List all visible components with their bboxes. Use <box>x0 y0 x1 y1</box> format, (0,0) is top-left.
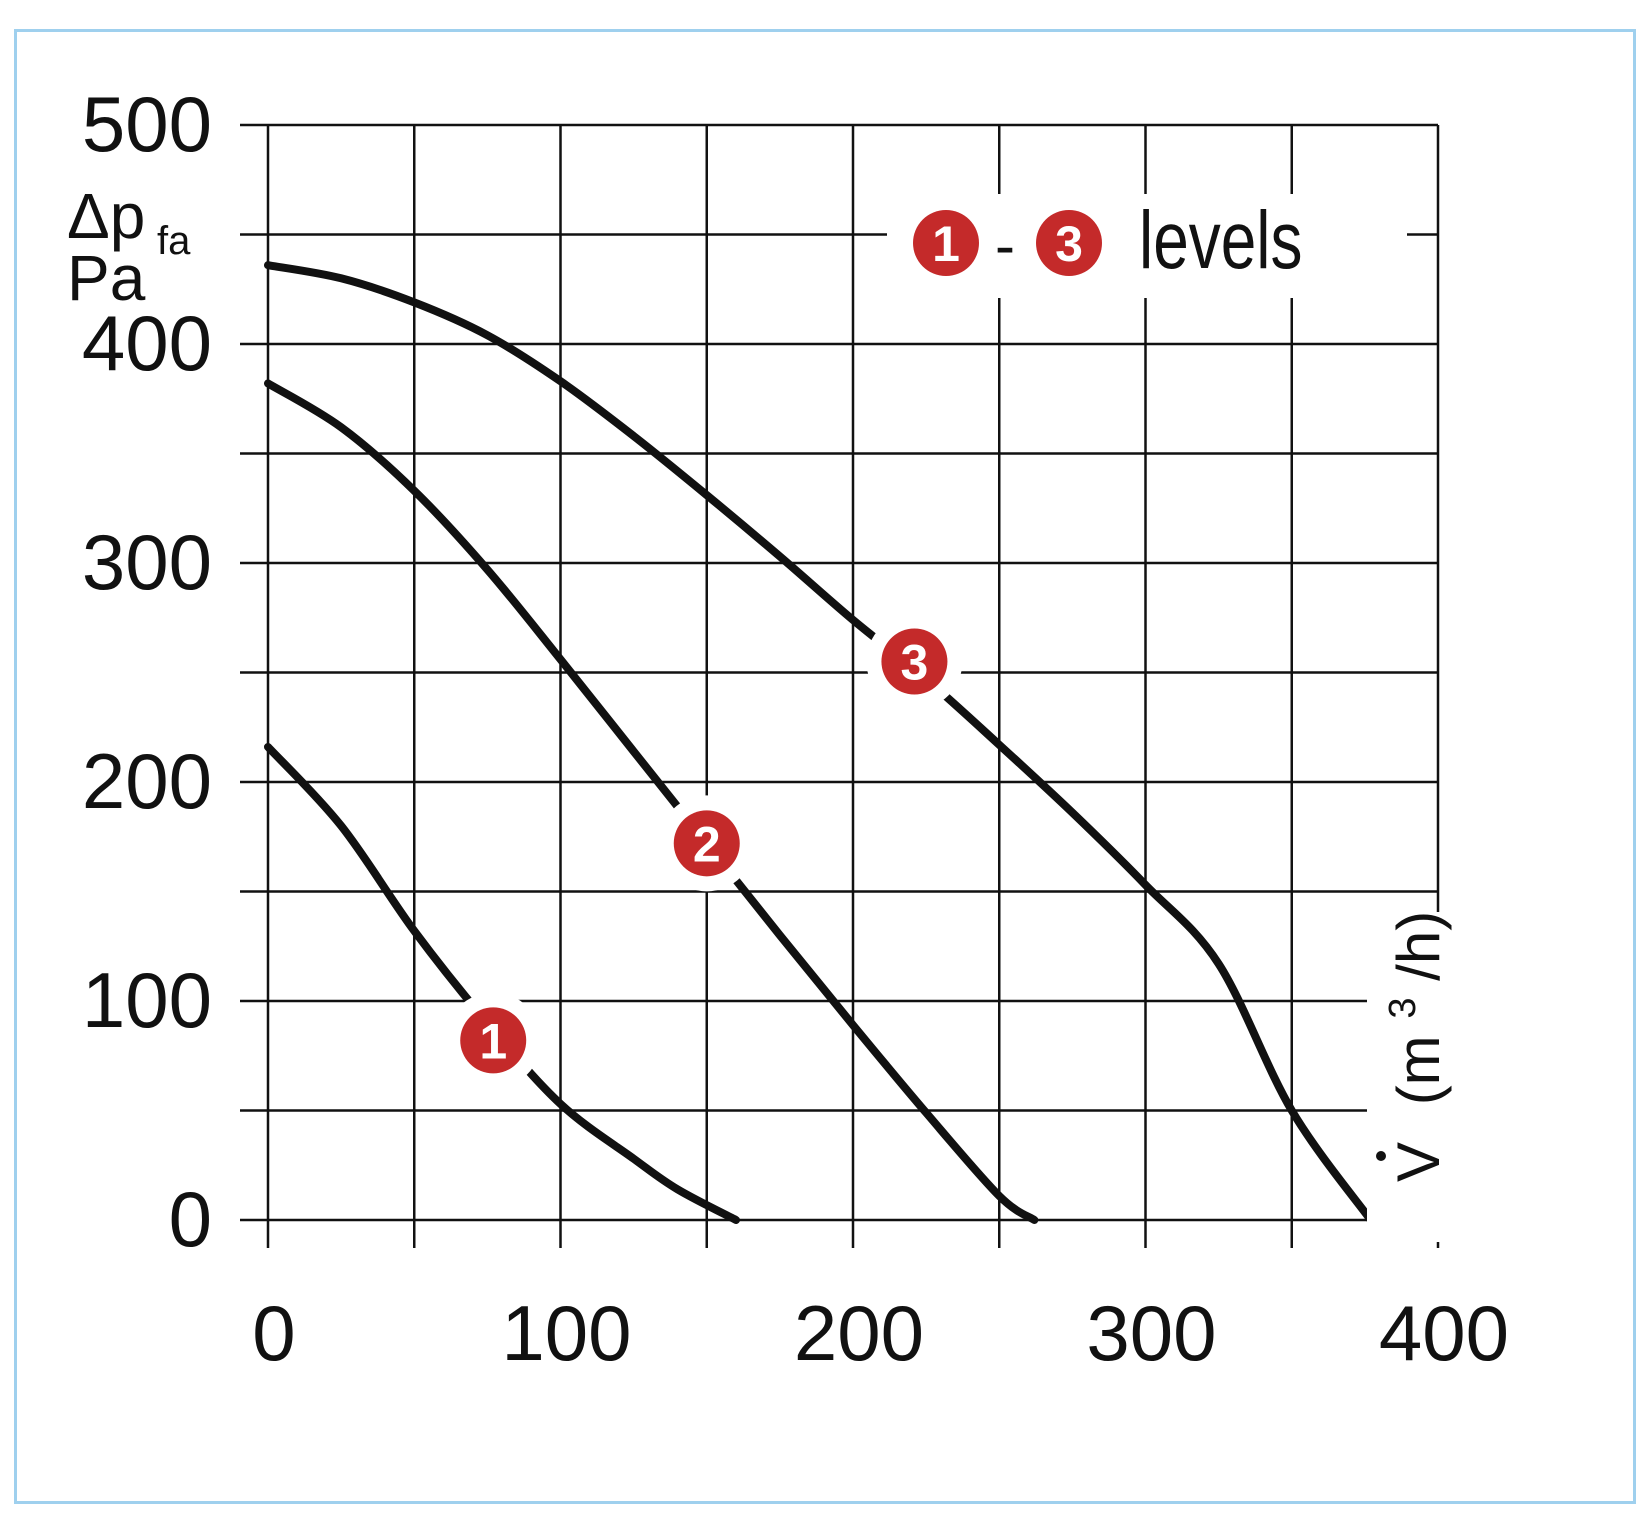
x-axis-label-background <box>1367 912 1457 1242</box>
x-axis-unit-b: /h) <box>1385 911 1452 981</box>
marker-level-1 <box>460 1007 527 1074</box>
fan-curve-chart: 1 2 3 0 100 200 300 400 500 0 100 200 300 400 1 - 3… <box>67 80 1509 1377</box>
marker-level-2 <box>673 810 740 877</box>
x-axis-symbol: V <box>1385 1142 1452 1182</box>
svg-text:V (m 3: V (m 3 /h) <box>1361 911 1452 1182</box>
chart-frame: 1 2 3 0 100 200 300 400 500 0 100 200 300 400 1 - 3… <box>14 29 1636 1504</box>
legend: 1 - 3 levels <box>913 193 1302 286</box>
y-axis-subscript: fa <box>157 219 191 263</box>
legend-marker-from <box>913 210 979 276</box>
legend-marker-to-label: 3 <box>1055 216 1083 272</box>
curve-markers: 1 2 3 <box>445 613 963 1089</box>
legend-text: levels <box>1139 193 1302 286</box>
marker-label-2: 2 <box>693 816 721 872</box>
legend-marker-to <box>1036 210 1102 276</box>
x-tick-label: 300 <box>1086 1289 1216 1377</box>
y-tick-label: 0 <box>169 1175 212 1263</box>
x-tick-label: 400 <box>1379 1289 1509 1377</box>
y-tick-label: 500 <box>82 80 212 168</box>
curve-level-2 <box>264 379 1039 1224</box>
curve-level-1 <box>264 742 740 1224</box>
x-axis-unit-sup: 3 <box>1382 998 1424 1019</box>
grid-lines <box>240 123 1440 1248</box>
x-axis-unit-a: (m <box>1385 1035 1452 1105</box>
curve-level-3 <box>264 261 1375 1224</box>
y-tick-label: 200 <box>82 737 212 825</box>
y-axis-unit: Pa <box>67 242 146 314</box>
marker-level-3 <box>881 628 948 695</box>
y-tick-label: 100 <box>82 956 212 1044</box>
x-tick-label: 100 <box>501 1289 631 1377</box>
x-axis-flow-dot <box>1376 1151 1386 1161</box>
x-tick-labels: 0 100 200 300 400 <box>252 1289 1509 1377</box>
marker-label-3: 3 <box>901 635 929 691</box>
y-tick-labels: 0 100 200 300 400 500 <box>82 80 212 1263</box>
x-tick-label: 0 <box>252 1289 295 1377</box>
legend-separator: - <box>995 212 1015 279</box>
x-axis-label: V (m 3 /h) <box>1361 911 1452 1182</box>
y-axis-label: Δp fa Pa <box>67 180 191 314</box>
curves <box>264 261 1375 1224</box>
y-tick-label: 400 <box>82 299 212 387</box>
y-tick-label: 300 <box>82 518 212 606</box>
marker-label-1: 1 <box>479 1013 507 1069</box>
y-axis-symbol: Δp <box>67 180 145 252</box>
x-tick-label: 200 <box>794 1289 924 1377</box>
legend-marker-from-label: 1 <box>932 216 960 272</box>
